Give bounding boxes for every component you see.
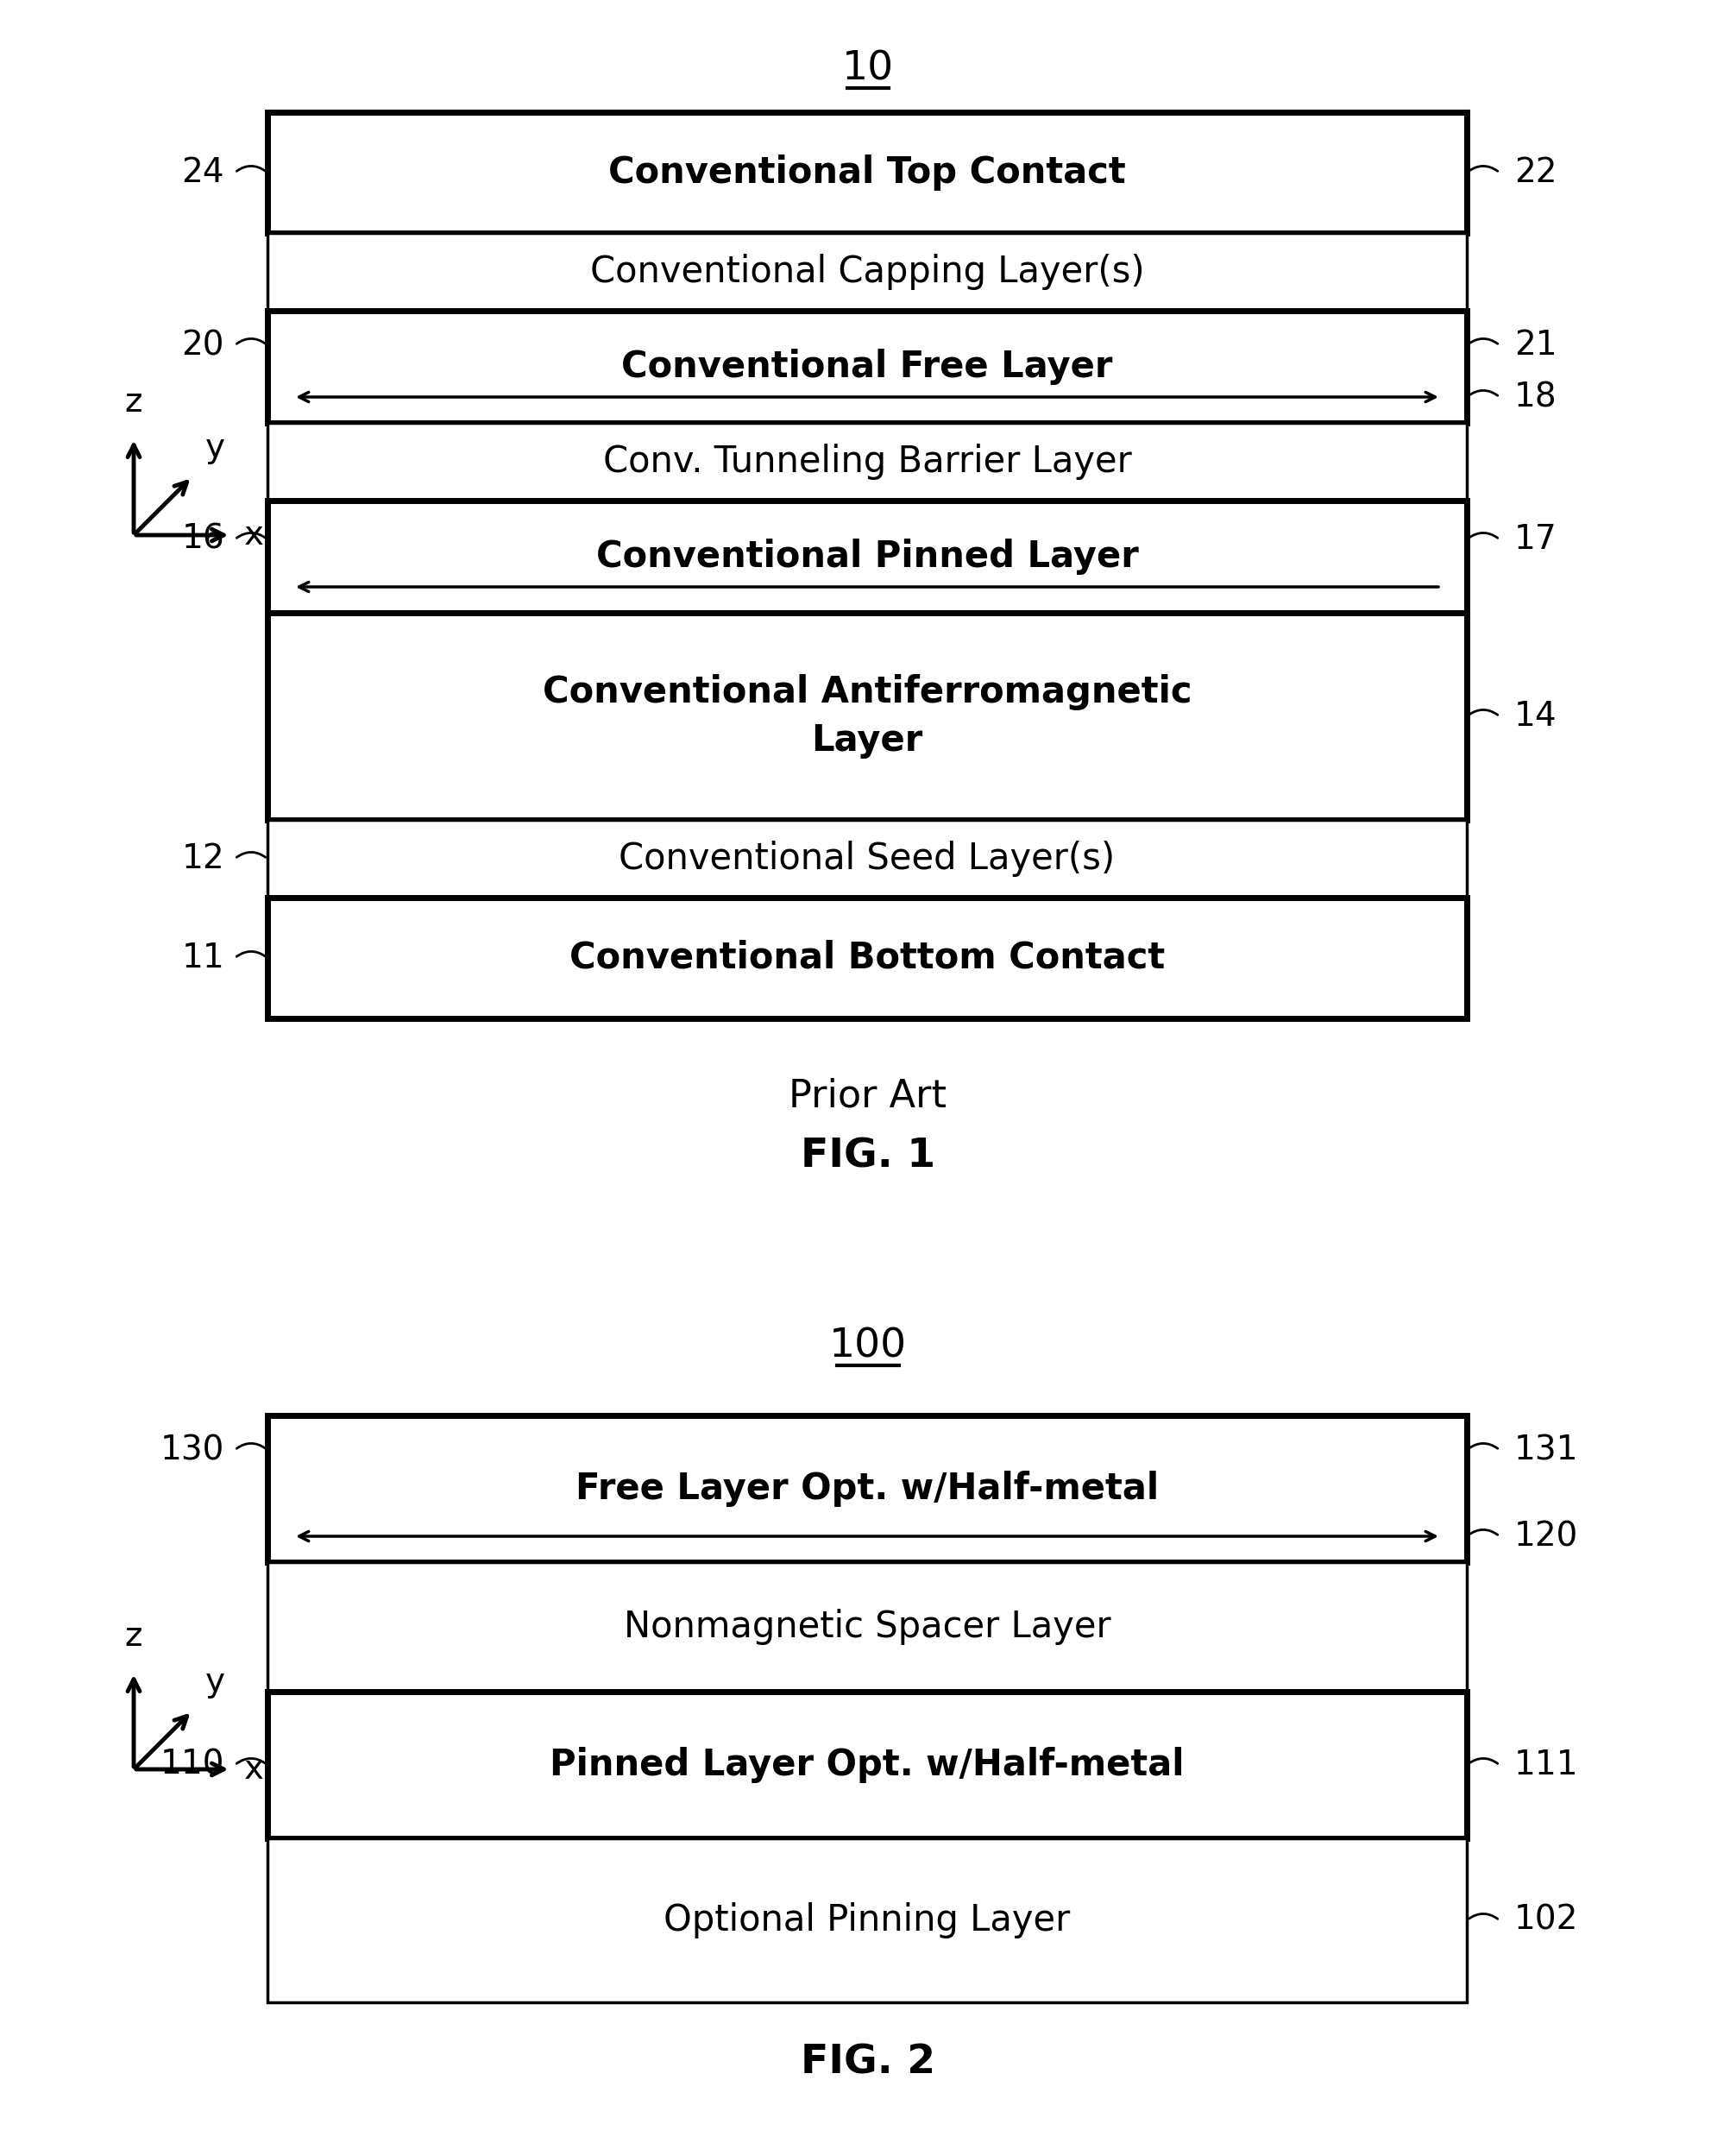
Text: Nonmagnetic Spacer Layer: Nonmagnetic Spacer Layer bbox=[623, 1609, 1111, 1646]
Bar bbox=[267, 1414, 1467, 1562]
Text: 10: 10 bbox=[842, 49, 894, 88]
Bar bbox=[267, 234, 1467, 311]
Text: Conventional Seed Layer(s): Conventional Seed Layer(s) bbox=[620, 840, 1115, 876]
Text: z: z bbox=[125, 386, 142, 418]
Text: Prior Art: Prior Art bbox=[788, 1078, 948, 1114]
Text: y: y bbox=[205, 1665, 224, 1697]
Bar bbox=[267, 422, 1467, 501]
Text: Pinned Layer Opt. w/Half-metal: Pinned Layer Opt. w/Half-metal bbox=[550, 1747, 1184, 1783]
Bar bbox=[267, 311, 1467, 422]
Text: 120: 120 bbox=[1514, 1519, 1578, 1554]
Bar bbox=[267, 1691, 1467, 1839]
Text: Conventional Bottom Contact: Conventional Bottom Contact bbox=[569, 941, 1165, 975]
Text: 111: 111 bbox=[1514, 1749, 1578, 1781]
Text: Conventional Capping Layer(s): Conventional Capping Layer(s) bbox=[590, 253, 1144, 289]
Text: 131: 131 bbox=[1514, 1434, 1578, 1466]
Bar bbox=[267, 501, 1467, 613]
Bar bbox=[267, 613, 1467, 821]
Bar bbox=[267, 1562, 1467, 1691]
Text: Free Layer Opt. w/Half-metal: Free Layer Opt. w/Half-metal bbox=[575, 1470, 1160, 1507]
Text: 18: 18 bbox=[1514, 381, 1557, 414]
Text: Conventional Top Contact: Conventional Top Contact bbox=[608, 154, 1127, 191]
Text: Conv. Tunneling Barrier Layer: Conv. Tunneling Barrier Layer bbox=[602, 444, 1132, 480]
Text: y: y bbox=[205, 431, 224, 463]
Text: 102: 102 bbox=[1514, 1903, 1578, 1937]
Text: 16: 16 bbox=[181, 523, 224, 555]
Text: 20: 20 bbox=[182, 328, 224, 362]
Text: z: z bbox=[125, 1620, 142, 1652]
Bar bbox=[267, 111, 1467, 234]
Text: 24: 24 bbox=[182, 156, 224, 189]
Text: Optional Pinning Layer: Optional Pinning Layer bbox=[663, 1903, 1071, 1939]
Text: 17: 17 bbox=[1514, 523, 1557, 555]
Text: 21: 21 bbox=[1514, 328, 1557, 362]
Bar bbox=[267, 1839, 1467, 2002]
Text: 12: 12 bbox=[182, 842, 224, 874]
Bar bbox=[267, 898, 1467, 1018]
Text: 14: 14 bbox=[1514, 701, 1557, 733]
Text: 100: 100 bbox=[830, 1327, 906, 1365]
Text: Conventional Pinned Layer: Conventional Pinned Layer bbox=[595, 538, 1139, 574]
Text: Conventional Antiferromagnetic
Layer: Conventional Antiferromagnetic Layer bbox=[542, 675, 1193, 759]
Text: 22: 22 bbox=[1514, 156, 1557, 189]
Bar bbox=[267, 821, 1467, 898]
Text: x: x bbox=[243, 519, 264, 551]
Text: FIG. 2: FIG. 2 bbox=[800, 2042, 936, 2083]
Text: 11: 11 bbox=[181, 941, 224, 975]
Text: 130: 130 bbox=[160, 1434, 224, 1466]
Text: x: x bbox=[243, 1753, 264, 1785]
Text: 110: 110 bbox=[160, 1749, 224, 1781]
Text: Conventional Free Layer: Conventional Free Layer bbox=[621, 349, 1113, 386]
Text: FIG. 1: FIG. 1 bbox=[800, 1138, 936, 1177]
